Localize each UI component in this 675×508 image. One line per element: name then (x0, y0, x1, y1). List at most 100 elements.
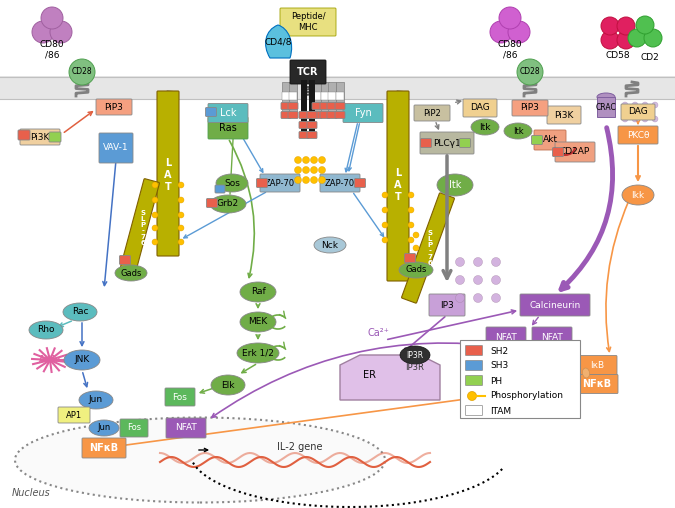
Ellipse shape (29, 321, 63, 339)
FancyBboxPatch shape (327, 103, 337, 110)
Ellipse shape (63, 303, 97, 321)
Circle shape (408, 222, 414, 228)
Ellipse shape (115, 265, 147, 281)
Circle shape (491, 258, 500, 267)
Text: Gads: Gads (405, 266, 427, 274)
FancyBboxPatch shape (553, 147, 564, 156)
Text: NFκB: NFκB (583, 379, 612, 389)
Circle shape (310, 156, 317, 164)
Bar (313, 82, 321, 112)
FancyBboxPatch shape (404, 253, 416, 263)
Bar (309, 80, 315, 135)
Text: DAG: DAG (470, 104, 490, 112)
FancyBboxPatch shape (299, 132, 309, 139)
Text: Ras: Ras (219, 123, 237, 133)
FancyBboxPatch shape (99, 133, 133, 163)
Text: PH: PH (490, 376, 502, 386)
Circle shape (408, 192, 414, 198)
Text: Grb2: Grb2 (217, 200, 239, 208)
Ellipse shape (240, 312, 276, 332)
Bar (0, 76, 675, 100)
Text: NFAT: NFAT (495, 333, 517, 342)
FancyBboxPatch shape (290, 60, 326, 84)
FancyBboxPatch shape (320, 103, 330, 110)
FancyBboxPatch shape (531, 136, 543, 144)
FancyBboxPatch shape (555, 142, 595, 162)
Circle shape (382, 207, 388, 213)
Polygon shape (340, 355, 440, 400)
Circle shape (152, 225, 158, 231)
Circle shape (50, 21, 72, 43)
Text: Jun: Jun (97, 424, 111, 432)
Ellipse shape (89, 420, 119, 436)
Circle shape (617, 31, 635, 49)
Bar (282, 92, 290, 100)
Text: Akt: Akt (543, 136, 558, 144)
FancyBboxPatch shape (577, 356, 617, 374)
Bar (328, 92, 336, 100)
Bar (313, 92, 321, 100)
FancyBboxPatch shape (18, 130, 30, 140)
FancyBboxPatch shape (96, 99, 132, 115)
Circle shape (473, 275, 483, 284)
Text: Peptide/
MHC: Peptide/ MHC (291, 12, 325, 31)
Circle shape (632, 116, 638, 122)
FancyBboxPatch shape (121, 179, 159, 271)
Circle shape (517, 59, 543, 85)
Bar (597, 97, 615, 117)
Ellipse shape (399, 262, 433, 278)
Circle shape (636, 16, 654, 34)
Circle shape (152, 239, 158, 245)
Text: S
L
P
-
7
6: S L P - 7 6 (427, 230, 433, 266)
Text: PiP3: PiP3 (520, 104, 539, 112)
Circle shape (319, 167, 325, 174)
FancyBboxPatch shape (307, 111, 317, 118)
Text: IL-2 gene: IL-2 gene (277, 442, 323, 452)
Bar (289, 82, 297, 112)
FancyBboxPatch shape (281, 103, 291, 110)
Text: PiP2: PiP2 (423, 109, 441, 117)
Bar (302, 72, 314, 84)
FancyBboxPatch shape (421, 139, 431, 147)
Text: TCR: TCR (297, 67, 319, 77)
FancyBboxPatch shape (547, 106, 581, 124)
Ellipse shape (210, 195, 246, 213)
Circle shape (490, 21, 512, 43)
FancyBboxPatch shape (576, 374, 618, 394)
FancyBboxPatch shape (343, 104, 383, 122)
FancyBboxPatch shape (256, 178, 267, 187)
Bar (321, 92, 329, 100)
Ellipse shape (545, 369, 555, 376)
Circle shape (319, 176, 325, 183)
Circle shape (644, 29, 662, 47)
Circle shape (642, 102, 648, 108)
FancyBboxPatch shape (312, 103, 322, 110)
FancyBboxPatch shape (463, 99, 497, 117)
Text: Raf: Raf (250, 288, 265, 297)
Circle shape (632, 102, 638, 108)
Circle shape (508, 21, 530, 43)
Circle shape (69, 59, 95, 85)
FancyBboxPatch shape (320, 174, 360, 192)
Ellipse shape (64, 350, 100, 370)
Text: PLCγ1: PLCγ1 (433, 139, 461, 147)
FancyBboxPatch shape (387, 91, 409, 281)
Text: ER: ER (364, 370, 377, 380)
FancyBboxPatch shape (354, 178, 365, 187)
FancyBboxPatch shape (288, 111, 298, 118)
FancyBboxPatch shape (414, 105, 450, 121)
Text: SH3: SH3 (490, 362, 508, 370)
Circle shape (652, 102, 658, 108)
FancyBboxPatch shape (166, 418, 206, 438)
FancyBboxPatch shape (280, 8, 336, 36)
Text: Fyn: Fyn (354, 108, 371, 118)
Text: CD28: CD28 (520, 68, 540, 77)
Circle shape (178, 225, 184, 231)
FancyBboxPatch shape (320, 111, 330, 118)
FancyBboxPatch shape (49, 132, 61, 142)
Circle shape (628, 29, 646, 47)
Circle shape (32, 21, 54, 43)
Circle shape (473, 294, 483, 302)
Ellipse shape (15, 418, 385, 502)
Circle shape (382, 222, 388, 228)
